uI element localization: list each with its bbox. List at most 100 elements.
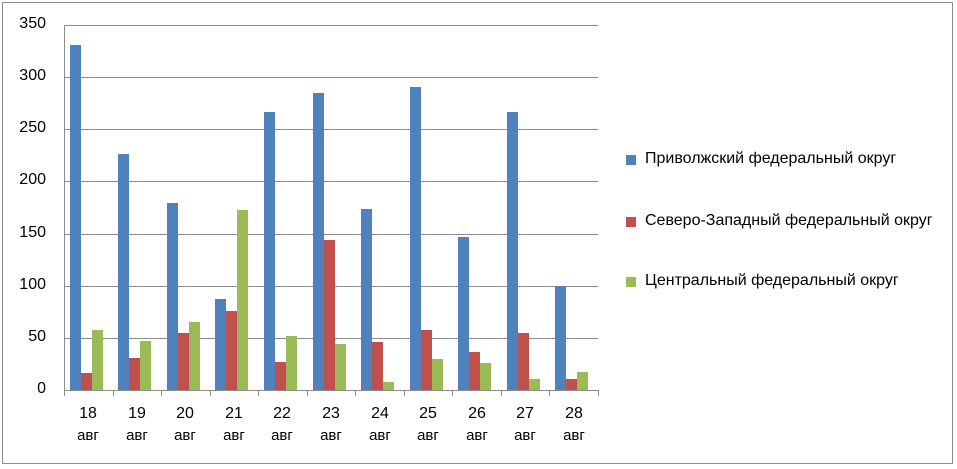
bar xyxy=(178,333,189,390)
legend-label: Центральный федеральный округ xyxy=(645,272,899,289)
legend-swatch-green xyxy=(626,277,636,287)
legend-swatch-red xyxy=(626,217,636,227)
bar xyxy=(189,322,200,390)
x-label-day: 20 xyxy=(176,405,194,422)
x-label-month: авг xyxy=(126,427,148,444)
y-tick-label: 0 xyxy=(37,380,46,397)
x-tick-mark xyxy=(307,390,308,396)
x-label-day: 22 xyxy=(273,405,291,422)
x-label-month: авг xyxy=(563,427,585,444)
x-label-day: 21 xyxy=(225,405,243,422)
x-label-day: 18 xyxy=(79,405,97,422)
x-tick-mark xyxy=(501,390,502,396)
bar xyxy=(566,379,577,390)
x-tick-label: 28 авг xyxy=(550,403,598,447)
x-label-month: авг xyxy=(174,427,196,444)
bar xyxy=(215,299,226,390)
bar xyxy=(167,203,178,390)
y-tick-label: 200 xyxy=(19,171,46,188)
x-label-month: авг xyxy=(77,427,99,444)
x-tick-mark xyxy=(452,390,453,396)
bar xyxy=(92,330,103,390)
bar xyxy=(313,93,324,390)
bar xyxy=(118,154,129,390)
y-tick-label: 50 xyxy=(28,328,46,345)
x-tick-mark xyxy=(161,390,162,396)
bar xyxy=(507,112,518,390)
x-label-month: авг xyxy=(223,427,245,444)
y-tick-label: 150 xyxy=(19,224,46,241)
bar xyxy=(480,363,491,390)
x-tick-mark xyxy=(64,390,65,396)
x-tick-label: 21 авг xyxy=(210,403,258,447)
y-tick-label: 300 xyxy=(19,67,46,84)
x-tick-label: 19 авг xyxy=(113,403,161,447)
x-tick-mark xyxy=(598,390,599,396)
gridline xyxy=(64,234,598,235)
gridline xyxy=(64,181,598,182)
bar xyxy=(275,362,286,390)
bar xyxy=(458,237,469,390)
bar xyxy=(264,112,275,390)
bar xyxy=(140,341,151,390)
chart-frame xyxy=(2,2,953,464)
x-label-month: авг xyxy=(320,427,342,444)
x-tick-label: 24 авг xyxy=(356,403,404,447)
bar xyxy=(335,344,346,390)
x-label-month: авг xyxy=(466,427,488,444)
x-label-day: 27 xyxy=(516,405,534,422)
y-tick-label: 350 xyxy=(19,15,46,32)
legend-label: Северо-Западный федеральный округ xyxy=(645,212,933,229)
x-label-day: 19 xyxy=(128,405,146,422)
x-tick-mark xyxy=(113,390,114,396)
bar xyxy=(372,342,383,390)
y-tick-label: 100 xyxy=(19,276,46,293)
x-tick-label: 25 авг xyxy=(404,403,452,447)
x-tick-label: 22 авг xyxy=(258,403,306,447)
x-tick-mark xyxy=(404,390,405,396)
x-label-day: 26 xyxy=(468,405,486,422)
bar xyxy=(577,372,588,390)
bar xyxy=(237,210,248,390)
x-label-day: 28 xyxy=(565,405,583,422)
gridline xyxy=(64,390,598,391)
gridline xyxy=(64,77,598,78)
x-tick-label: 20 авг xyxy=(161,403,209,447)
legend-swatch-blue xyxy=(626,155,636,165)
x-tick-label: 26 авг xyxy=(453,403,501,447)
x-tick-label: 27 авг xyxy=(501,403,549,447)
bar xyxy=(469,352,480,390)
x-tick-mark xyxy=(258,390,259,396)
x-label-month: авг xyxy=(369,427,391,444)
bar xyxy=(226,311,237,390)
legend-label: Приволжский федеральный округ xyxy=(645,150,897,167)
y-tick-label: 250 xyxy=(19,119,46,136)
x-tick-mark xyxy=(355,390,356,396)
bar xyxy=(518,333,529,390)
bar xyxy=(324,240,335,390)
bar xyxy=(529,379,540,390)
x-label-day: 23 xyxy=(322,405,340,422)
gridline xyxy=(64,129,598,130)
x-label-month: авг xyxy=(514,427,536,444)
gridline xyxy=(64,25,598,26)
bar xyxy=(70,45,81,390)
x-tick-mark xyxy=(549,390,550,396)
x-label-day: 24 xyxy=(371,405,389,422)
x-tick-label: 23 авг xyxy=(307,403,355,447)
bar xyxy=(555,286,566,390)
x-label-day: 25 xyxy=(419,405,437,422)
bar xyxy=(410,87,421,390)
bar xyxy=(361,209,372,390)
x-tick-mark xyxy=(210,390,211,396)
bar xyxy=(383,382,394,390)
bar xyxy=(421,330,432,390)
x-label-month: авг xyxy=(417,427,439,444)
bar xyxy=(286,336,297,390)
bar xyxy=(129,358,140,390)
x-label-month: авг xyxy=(271,427,293,444)
x-tick-label: 18 авг xyxy=(64,403,112,447)
bar xyxy=(81,373,92,390)
y-axis xyxy=(64,25,65,391)
bar xyxy=(432,359,443,390)
